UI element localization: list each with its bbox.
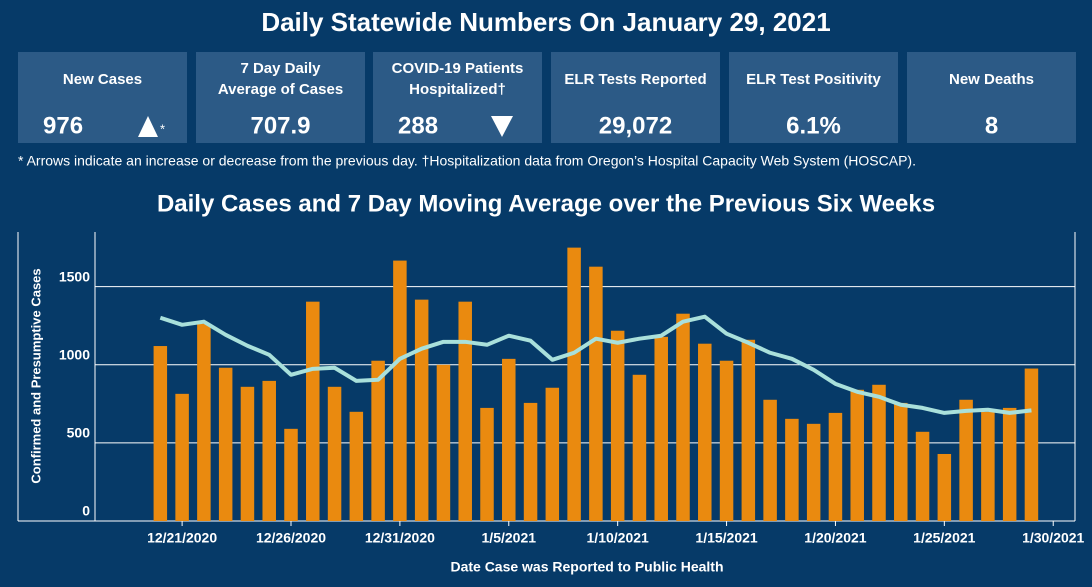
footnote: * Arrows indicate an increase or decreas… [18, 153, 916, 169]
line [159, 314, 1032, 415]
kpi-card [18, 52, 187, 143]
bar [284, 428, 298, 521]
y-tick-label: 0 [82, 503, 90, 519]
bar [414, 299, 429, 521]
x-tick-label: 12/31/2020 [365, 530, 435, 546]
bar [502, 358, 516, 521]
bar [763, 399, 777, 521]
bar [1024, 368, 1039, 521]
bar [175, 393, 189, 521]
kpi-value: 29,072 [599, 112, 672, 139]
bar [197, 323, 211, 521]
bar [741, 339, 756, 521]
bar [632, 374, 647, 521]
bar [872, 384, 886, 521]
bar [894, 402, 908, 521]
bar [610, 330, 625, 521]
kpi-value: 6.1% [786, 112, 841, 139]
x-tick-label: 1/30/2021 [1022, 530, 1084, 546]
bar [153, 346, 168, 521]
y-tick-label: 1500 [59, 268, 90, 284]
bar [698, 343, 712, 521]
bar [327, 386, 342, 521]
arrow-down-icon [491, 116, 513, 137]
bar [850, 389, 864, 521]
bar [349, 411, 364, 521]
bar [1002, 407, 1017, 521]
kpi-label: New Deaths [949, 71, 1034, 88]
chart-title: Daily Cases and 7 Day Moving Average ove… [157, 190, 935, 217]
bar [828, 412, 843, 521]
x-tick-label: 12/21/2020 [147, 530, 217, 546]
bar [393, 260, 407, 521]
page-title: Daily Statewide Numbers On January 29, 2… [261, 7, 830, 37]
bar [676, 313, 690, 521]
bar [806, 423, 821, 521]
bar [458, 301, 472, 521]
bar [371, 360, 385, 521]
bar [218, 367, 233, 521]
arrow-up-icon [138, 116, 158, 137]
bar [523, 402, 538, 521]
x-tick-label: 12/26/2020 [256, 530, 326, 546]
bar [545, 387, 560, 521]
bar [959, 399, 973, 521]
kpi-label: ELR Tests Reported [564, 71, 706, 88]
kpi-card [907, 52, 1076, 143]
x-tick-label: 1/25/2021 [913, 530, 975, 546]
y-axis-title: Confirmed and Presumptive Cases [28, 268, 43, 483]
bar [306, 301, 320, 521]
kpi-value: 707.9 [250, 112, 310, 139]
bar [937, 453, 952, 521]
bar [654, 336, 668, 521]
kpi-label: COVID-19 Patients Hospitalized† [392, 60, 524, 98]
bar [240, 386, 255, 521]
bar [567, 247, 581, 521]
kpi-card [196, 52, 365, 143]
bar [719, 360, 734, 521]
bar [480, 407, 494, 521]
kpi-value: 8 [985, 112, 998, 139]
kpi-label: New Cases [63, 71, 142, 88]
kpi-marker: * [160, 121, 165, 136]
y-tick-label: 500 [67, 425, 91, 441]
bar [436, 364, 451, 521]
x-tick-label: 1/10/2021 [587, 530, 649, 546]
x-tick-label: 1/15/2021 [695, 530, 757, 546]
x-tick-label: 1/5/2021 [482, 530, 537, 546]
x-tick-label: 1/20/2021 [804, 530, 866, 546]
kpi-label: ELR Test Positivity [746, 71, 881, 88]
x-axis-title: Date Case was Reported to Public Health [450, 559, 723, 575]
bar [589, 266, 603, 521]
kpi-value: 976 [43, 112, 83, 139]
kpi-cards: New Cases 976 * 7 Day Daily Average of Cases… [18, 52, 1076, 143]
kpi-card [373, 52, 542, 143]
kpi-card [551, 52, 720, 143]
kpi-card [729, 52, 898, 143]
bar [981, 411, 995, 521]
kpi-value: 288 [398, 112, 438, 139]
y-tick-label: 1000 [59, 346, 90, 362]
bar [915, 431, 930, 521]
bar [262, 380, 276, 521]
kpi-label: 7 Day Daily Average of Cases [218, 60, 343, 98]
bar [785, 418, 799, 521]
